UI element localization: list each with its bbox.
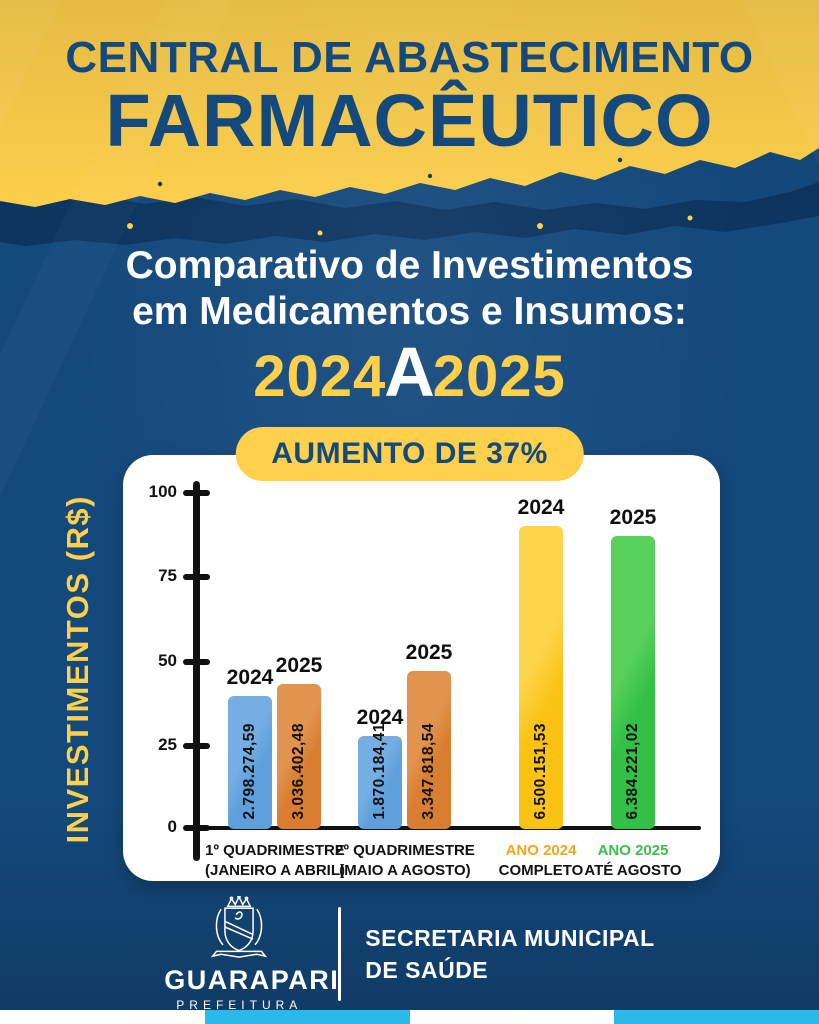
y-tick-label: 50 bbox=[158, 651, 177, 670]
bar-year-label: 2025 bbox=[275, 654, 323, 677]
year-to: 2025 bbox=[432, 344, 566, 409]
bar-year-label: 2024 bbox=[356, 706, 404, 729]
x-label-line1: ANO 2025 bbox=[597, 842, 669, 859]
bar-fill-ano-2024: 6.500.151,53 bbox=[519, 526, 563, 829]
year-from: 2024 bbox=[253, 344, 387, 409]
strip-segment-cyan bbox=[614, 1010, 819, 1024]
strip-segment-cyan bbox=[204, 1010, 410, 1024]
department-line2: DE SAÚDE bbox=[365, 957, 489, 983]
bar-value-label: 1.870.184,41 bbox=[371, 723, 388, 820]
bar-2024-q2: 2024 1.870.184,41 bbox=[356, 706, 404, 829]
strip-segment-white bbox=[0, 1010, 205, 1024]
bottom-strip bbox=[0, 1010, 819, 1024]
bar-year-label: 2024 bbox=[517, 496, 565, 519]
x-label-ano-2024: ANO 2024 COMPLETO bbox=[460, 841, 622, 880]
x-label-line2: (JANEIRO A ABRIL) bbox=[205, 861, 345, 879]
bar-2025-q2: 2025 3.347.818,54 bbox=[405, 641, 453, 829]
footer-divider bbox=[338, 907, 342, 1001]
city-logo: GUARAPARI PREFEITURA bbox=[164, 894, 340, 1012]
bar-year-label: 2025 bbox=[405, 641, 453, 664]
department-name: SECRETARIA MUNICIPAL DE SAÚDE bbox=[365, 922, 654, 986]
subtitle-line1: Comparativo de Investimentos bbox=[125, 244, 694, 287]
x-label-q2: 2º QUADRIMESTRE (MAIO A AGOSTO) bbox=[324, 841, 486, 880]
y-tick-mark bbox=[183, 490, 210, 496]
x-label-line2: (MAIO A AGOSTO) bbox=[339, 861, 471, 879]
y-tick-label: 75 bbox=[158, 566, 177, 585]
header-line2: FARMACÊUTICO bbox=[105, 79, 714, 162]
bar-value-label: 6.500.151,53 bbox=[532, 723, 549, 820]
subtitle-line2: em Medicamentos e Insumos: bbox=[132, 289, 687, 333]
y-tick-label: 0 bbox=[167, 817, 177, 836]
increase-badge: AUMENTO DE 37% bbox=[235, 427, 584, 481]
y-tick-mark bbox=[183, 825, 210, 831]
bar-fill-2024-q2: 1.870.184,41 bbox=[358, 723, 402, 829]
y-axis-title-text: INVESTIMENTOS (R$) bbox=[60, 494, 95, 844]
x-label-line2: COMPLETO bbox=[498, 861, 584, 879]
bar-year-label: 2024 bbox=[226, 666, 274, 689]
y-tick-mark bbox=[183, 659, 210, 665]
bar-value-label: 6.384.221,02 bbox=[624, 723, 641, 820]
bar-value-label: 2.798.274,59 bbox=[241, 723, 258, 820]
strip-segment-white bbox=[409, 1010, 615, 1024]
department-line1: SECRETARIA MUNICIPAL bbox=[365, 924, 655, 951]
y-tick-label: 25 bbox=[158, 735, 177, 754]
header-title: CENTRAL DE ABASTECIMENTO FARMACÊUTICO bbox=[0, 36, 819, 158]
y-tick-mark bbox=[183, 743, 210, 749]
bar-fill-ano-2025: 6.384.221,02 bbox=[611, 536, 655, 829]
footer: GUARAPARI PREFEITURA SECRETARIA MUNICIPA… bbox=[0, 894, 819, 1012]
x-label-line1: ANO 2024 bbox=[505, 842, 577, 859]
x-label-q1: 1º QUADRIMESTRE (JANEIRO A ABRIL) bbox=[194, 841, 356, 880]
coat-of-arms-icon bbox=[211, 894, 268, 958]
bar-value-label: 3.036.402,48 bbox=[290, 723, 307, 820]
comparison-subtitle: Comparativo de Investimentos em Medicame… bbox=[0, 243, 819, 334]
year-connector: A bbox=[384, 333, 435, 411]
header-line1: CENTRAL DE ABASTECIMENTO bbox=[65, 33, 754, 82]
bar-2024-q1: 2024 2.798.274,59 bbox=[226, 666, 274, 829]
org-name: PREFEITURA bbox=[176, 998, 303, 1012]
bar-ano-2025-ate-agosto: 2025 6.384.221,02 bbox=[609, 506, 657, 829]
x-label-line1: 2º QUADRIMESTRE bbox=[335, 842, 475, 859]
bar-2025-q1: 2025 3.036.402,48 bbox=[275, 654, 323, 829]
bar-fill-2024-q1: 2.798.274,59 bbox=[228, 696, 272, 829]
bar-chart: 100 75 50 25 0 2024 2.798.274,59 2025 3.… bbox=[123, 455, 720, 881]
bar-fill-2025-q2: 3.347.818,54 bbox=[407, 671, 451, 829]
bar-fill-2025-q1: 3.036.402,48 bbox=[277, 684, 321, 829]
y-axis-line bbox=[193, 481, 200, 861]
bar-value-label: 3.347.818,54 bbox=[420, 723, 437, 820]
city-name: GUARAPARI bbox=[164, 965, 340, 995]
x-label-line1: 1º QUADRIMESTRE bbox=[205, 842, 345, 859]
torn-header-edge bbox=[0, 0, 819, 246]
y-tick-label: 100 bbox=[148, 482, 177, 501]
y-tick-mark bbox=[183, 574, 210, 580]
years-range: 2024 A 2025 bbox=[0, 332, 819, 412]
x-label-ano-2025: ANO 2025 ATÉ AGOSTO bbox=[552, 841, 714, 880]
bar-ano-2024-completo: 2024 6.500.151,53 bbox=[517, 496, 565, 829]
chart-card: 100 75 50 25 0 2024 2.798.274,59 2025 3.… bbox=[123, 455, 720, 881]
bar-year-label: 2025 bbox=[609, 506, 657, 529]
y-axis-title: INVESTIMENTOS (R$) bbox=[52, 468, 104, 870]
x-label-line2: ATÉ AGOSTO bbox=[584, 861, 682, 879]
